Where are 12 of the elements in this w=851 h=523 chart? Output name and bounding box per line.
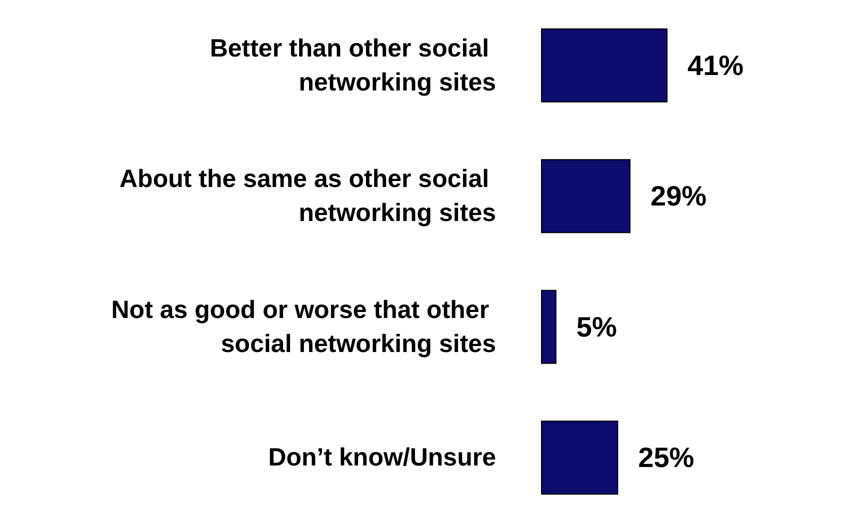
- data-label: 25%: [638, 442, 694, 474]
- y-tick-label: About the same as other social networking sites: [120, 165, 496, 228]
- y-tick-label: Don’t know/Unsure: [268, 444, 496, 472]
- bar: [541, 290, 556, 364]
- y-tick-label: Better than other social networking sites: [210, 34, 496, 96]
- bar: [541, 420, 618, 495]
- bar: [541, 28, 668, 102]
- data-label: 5%: [576, 311, 618, 342]
- y-tick-label: Not as good or worse that other social networking sites: [111, 296, 496, 358]
- data-label: 41%: [688, 50, 744, 81]
- data-label: 29%: [650, 180, 707, 212]
- bar: [541, 159, 630, 234]
